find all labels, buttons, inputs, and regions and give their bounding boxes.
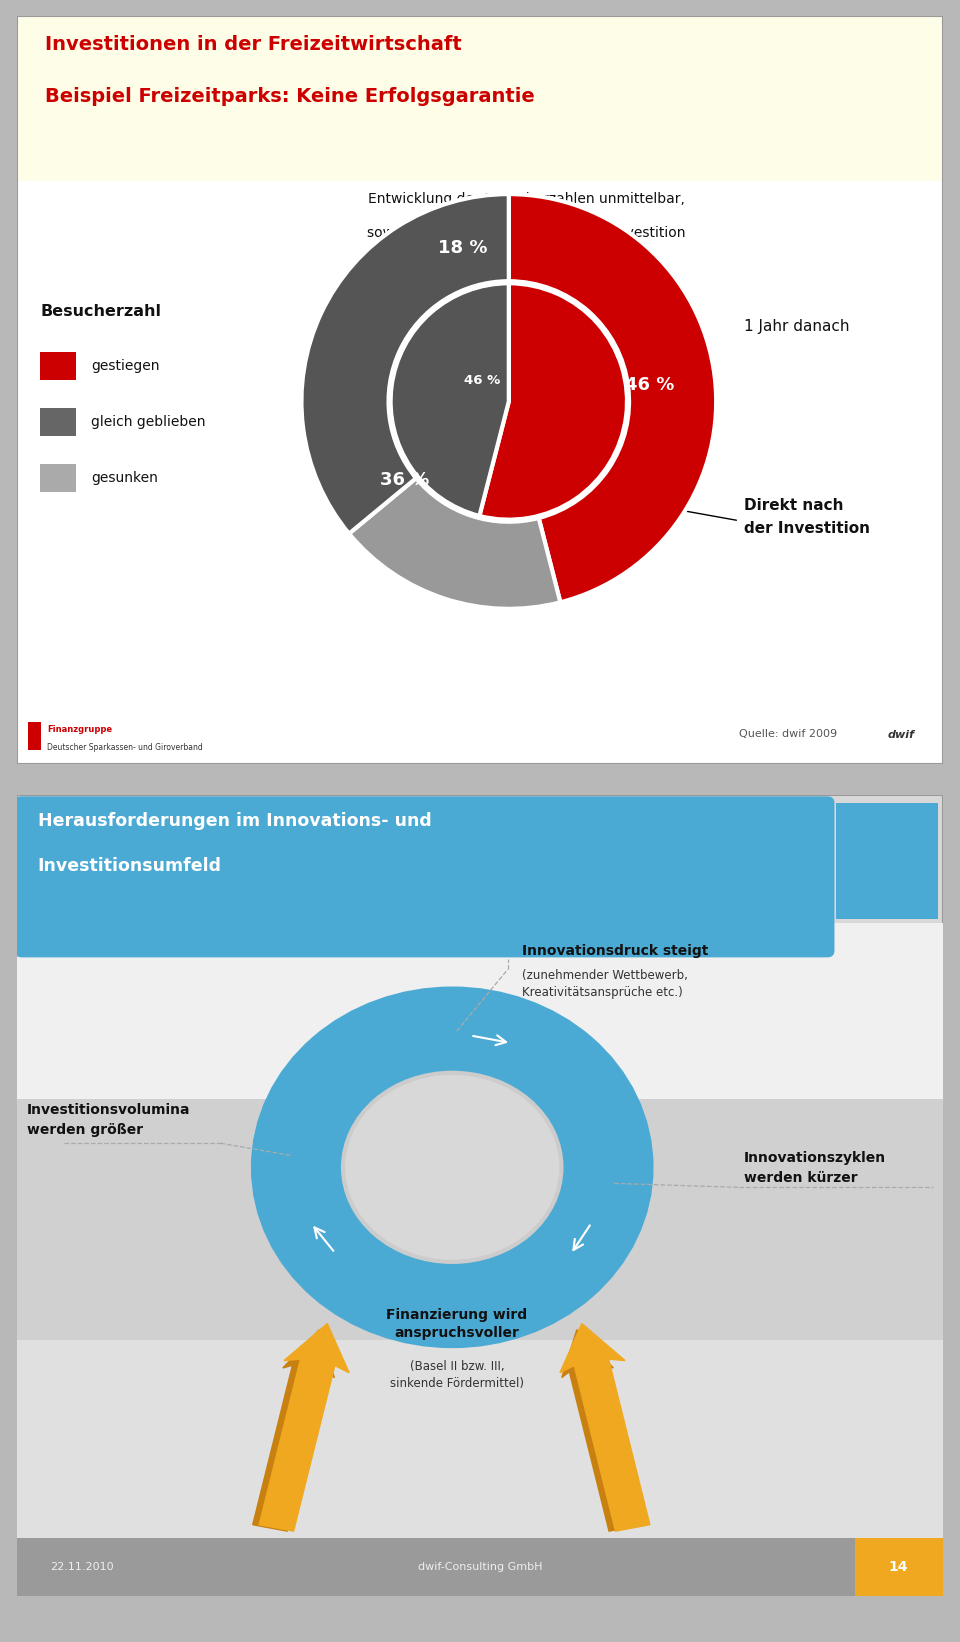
FancyBboxPatch shape [40, 465, 76, 493]
FancyBboxPatch shape [17, 1340, 943, 1540]
Text: 18 %: 18 % [439, 240, 488, 258]
Text: Beispiel Freizeitparks: Keine Erfolgsgarantie: Beispiel Freizeitparks: Keine Erfolgsgar… [45, 87, 535, 107]
Text: Besucherzahl: Besucherzahl [40, 304, 161, 319]
Text: 14: 14 [889, 1560, 908, 1575]
Text: dwif: dwif [888, 731, 915, 741]
FancyBboxPatch shape [17, 795, 943, 1596]
Text: Quelle: dwif 2009: Quelle: dwif 2009 [739, 729, 837, 739]
Text: Entwicklung der Besucherzahlen unmittelbar,: Entwicklung der Besucherzahlen unmittelb… [368, 192, 684, 205]
Text: 36 %: 36 % [380, 471, 430, 489]
FancyArrow shape [562, 1330, 643, 1530]
FancyBboxPatch shape [17, 16, 943, 181]
FancyBboxPatch shape [14, 796, 834, 957]
Text: Finanzgruppe: Finanzgruppe [47, 724, 112, 734]
Wedge shape [509, 194, 716, 603]
Text: Investitionsvolumina
werden größer: Investitionsvolumina werden größer [27, 1103, 190, 1136]
FancyArrow shape [560, 1323, 650, 1530]
Text: (in % der Einrichtungen): (in % der Einrichtungen) [454, 258, 599, 269]
Wedge shape [301, 194, 509, 534]
Text: Direkt nach: Direkt nach [744, 498, 843, 514]
Text: 54 %: 54 % [526, 412, 563, 425]
FancyBboxPatch shape [17, 1539, 943, 1596]
Wedge shape [391, 284, 509, 516]
FancyArrow shape [259, 1323, 349, 1530]
Text: Investitionen in der Freizeitwirtschaft: Investitionen in der Freizeitwirtschaft [45, 34, 462, 54]
Text: Finanzierung wird
anspruchsvoller: Finanzierung wird anspruchsvoller [386, 1307, 527, 1340]
Text: gleich geblieben: gleich geblieben [91, 415, 205, 429]
Text: gestiegen: gestiegen [91, 360, 159, 373]
Text: (zunehmender Wettbewerb,
Kreativitätsansprüche etc.): (zunehmender Wettbewerb, Kreativitätsans… [521, 969, 687, 1000]
FancyArrow shape [252, 1330, 334, 1530]
Text: Deutscher Sparkassen- und Giroverband: Deutscher Sparkassen- und Giroverband [47, 742, 203, 752]
Text: 22.11.2010: 22.11.2010 [50, 1562, 113, 1571]
FancyBboxPatch shape [17, 923, 943, 1540]
Wedge shape [479, 284, 627, 519]
Text: der Investition: der Investition [744, 521, 870, 535]
Text: (Basel II bzw. III,
sinkende Fördermittel): (Basel II bzw. III, sinkende Fördermitte… [390, 1360, 524, 1389]
Text: Innovationszyklen
werden kürzer: Innovationszyklen werden kürzer [744, 1151, 886, 1186]
FancyBboxPatch shape [854, 1539, 943, 1596]
Text: gesunken: gesunken [91, 471, 158, 484]
Text: 46 %: 46 % [464, 374, 500, 388]
FancyBboxPatch shape [40, 407, 76, 437]
Circle shape [343, 1072, 562, 1263]
Wedge shape [349, 478, 561, 609]
Text: Innovationsdruck steigt: Innovationsdruck steigt [521, 944, 708, 959]
FancyBboxPatch shape [17, 181, 943, 764]
FancyBboxPatch shape [17, 1098, 943, 1340]
FancyBboxPatch shape [29, 722, 41, 750]
Text: 46 %: 46 % [625, 376, 675, 394]
FancyBboxPatch shape [836, 803, 938, 920]
Text: Investitionsumfeld: Investitionsumfeld [37, 857, 222, 875]
Text: dwif-Consulting GmbH: dwif-Consulting GmbH [418, 1562, 542, 1571]
FancyBboxPatch shape [40, 351, 76, 381]
Text: 1 Jahr danach: 1 Jahr danach [744, 319, 850, 333]
Text: Herausforderungen im Innovations- und: Herausforderungen im Innovations- und [37, 813, 431, 831]
Text: sowie ein Jahr nach einer größeren Investition: sowie ein Jahr nach einer größeren Inves… [367, 225, 685, 240]
